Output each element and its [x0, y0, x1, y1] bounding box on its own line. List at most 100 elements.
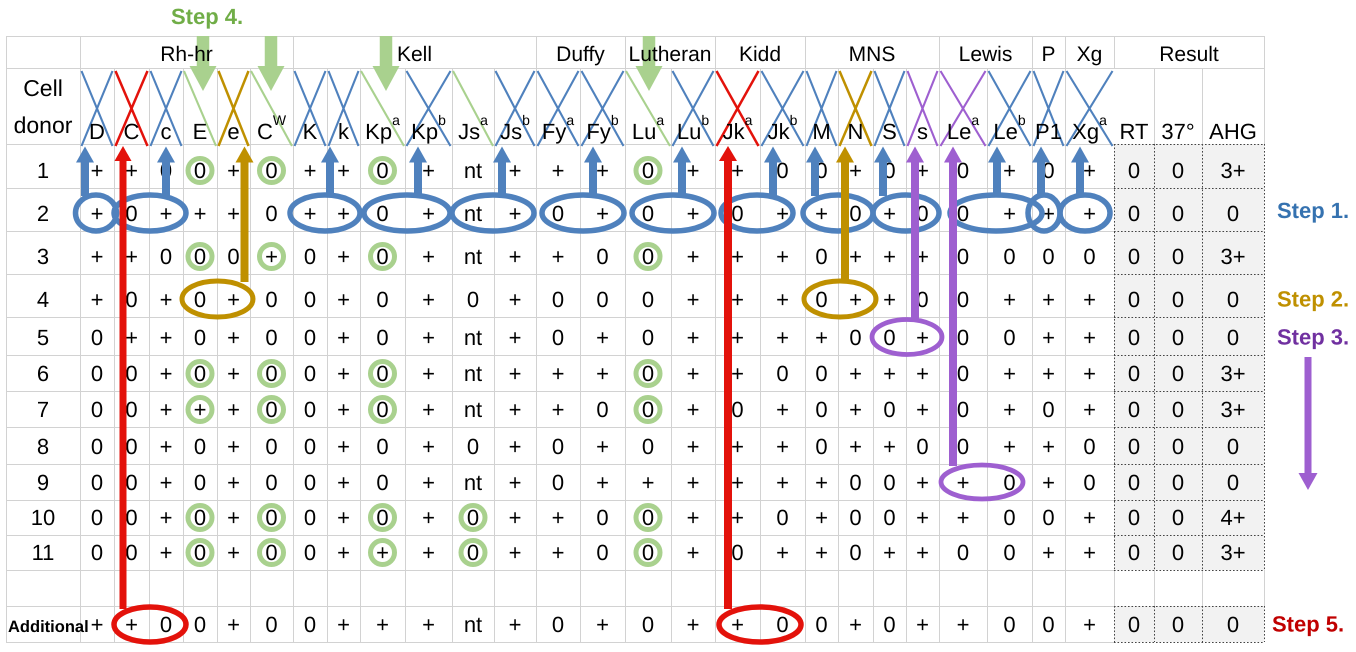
svg-text:3+: 3+ [1220, 397, 1245, 422]
svg-text:0: 0 [304, 397, 316, 422]
svg-text:C: C [124, 119, 140, 144]
svg-text:0: 0 [642, 505, 654, 530]
svg-text:0: 0 [815, 612, 827, 637]
svg-text:0: 0 [596, 244, 608, 269]
svg-text:0: 0 [91, 470, 103, 495]
svg-text:0: 0 [125, 287, 137, 312]
svg-text:+: + [509, 158, 522, 183]
svg-text:0: 0 [849, 201, 861, 226]
svg-text:+: + [731, 325, 744, 350]
svg-text:0: 0 [1128, 505, 1140, 530]
svg-text:0: 0 [125, 505, 137, 530]
svg-text:0: 0 [304, 361, 316, 386]
svg-text:+: + [916, 361, 929, 386]
svg-text:0: 0 [642, 434, 654, 459]
svg-text:+: + [227, 397, 240, 422]
svg-text:0: 0 [194, 325, 206, 350]
svg-text:0: 0 [194, 361, 206, 386]
svg-text:MNS: MNS [849, 43, 896, 66]
svg-text:0: 0 [304, 612, 316, 637]
svg-text:Additional: Additional [8, 618, 89, 636]
svg-text:0: 0 [1128, 244, 1140, 269]
svg-text:+: + [422, 201, 435, 226]
svg-text:nt: nt [464, 201, 482, 226]
svg-text:10: 10 [31, 505, 55, 530]
svg-text:nt: nt [464, 325, 482, 350]
svg-text:+: + [422, 361, 435, 386]
svg-text:0: 0 [227, 244, 239, 269]
svg-text:+: + [422, 612, 435, 637]
svg-text:0: 0 [265, 287, 277, 312]
svg-text:8: 8 [37, 434, 49, 459]
svg-text:+: + [776, 397, 789, 422]
svg-text:0: 0 [265, 158, 277, 183]
svg-text:0: 0 [1083, 434, 1095, 459]
svg-text:+: + [596, 434, 609, 459]
svg-text:+: + [815, 540, 828, 565]
svg-text:+: + [731, 361, 744, 386]
svg-text:0: 0 [1227, 612, 1239, 637]
svg-text:0: 0 [376, 158, 388, 183]
svg-text:+: + [916, 505, 929, 530]
svg-text:0: 0 [125, 434, 137, 459]
svg-text:+: + [91, 158, 104, 183]
svg-text:N: N [848, 119, 864, 144]
svg-text:0: 0 [596, 287, 608, 312]
svg-text:nt: nt [464, 361, 482, 386]
svg-text:Kidd: Kidd [739, 43, 781, 66]
svg-text:0: 0 [376, 505, 388, 530]
svg-text:0: 0 [883, 612, 895, 637]
svg-text:0: 0 [776, 361, 788, 386]
svg-text:+: + [227, 287, 240, 312]
svg-text:0: 0 [957, 287, 969, 312]
svg-text:0: 0 [125, 397, 137, 422]
svg-text:3+: 3+ [1220, 158, 1245, 183]
svg-text:+: + [731, 244, 744, 269]
svg-text:+: + [337, 505, 350, 530]
svg-text:0: 0 [642, 244, 654, 269]
svg-text:+: + [227, 612, 240, 637]
svg-text:nt: nt [464, 244, 482, 269]
svg-text:0: 0 [596, 540, 608, 565]
svg-text:0: 0 [916, 201, 928, 226]
svg-text:+: + [227, 361, 240, 386]
svg-text:0: 0 [194, 158, 206, 183]
svg-text:+: + [337, 397, 350, 422]
svg-text:0: 0 [376, 325, 388, 350]
svg-text:+: + [596, 361, 609, 386]
svg-text:P: P [1041, 43, 1055, 66]
svg-text:+: + [1083, 397, 1096, 422]
svg-text:0: 0 [1227, 470, 1239, 495]
svg-text:0: 0 [815, 434, 827, 459]
svg-text:0: 0 [883, 397, 895, 422]
svg-text:0: 0 [91, 361, 103, 386]
svg-text:0: 0 [815, 361, 827, 386]
svg-text:+: + [227, 540, 240, 565]
svg-text:+: + [1042, 540, 1055, 565]
svg-text:+: + [731, 287, 744, 312]
svg-text:+: + [125, 325, 138, 350]
svg-text:0: 0 [304, 325, 316, 350]
svg-text:0: 0 [1128, 287, 1140, 312]
svg-text:0: 0 [1003, 540, 1015, 565]
svg-text:0: 0 [1042, 158, 1054, 183]
svg-text:Step 3.: Step 3. [1277, 325, 1349, 350]
svg-text:0: 0 [1128, 540, 1140, 565]
svg-text:+: + [1042, 361, 1055, 386]
svg-text:S: S [882, 119, 897, 144]
svg-text:0: 0 [642, 325, 654, 350]
svg-text:Lewis: Lewis [959, 43, 1013, 66]
svg-text:+: + [125, 158, 138, 183]
svg-text:0: 0 [194, 505, 206, 530]
svg-text:+: + [227, 325, 240, 350]
svg-text:+: + [91, 244, 104, 269]
svg-text:0: 0 [815, 397, 827, 422]
svg-text:+: + [849, 434, 862, 459]
svg-text:0: 0 [1042, 397, 1054, 422]
svg-text:0: 0 [1128, 201, 1140, 226]
svg-text:+: + [194, 201, 207, 226]
svg-text:0: 0 [1172, 397, 1184, 422]
svg-text:0: 0 [125, 470, 137, 495]
svg-text:+: + [687, 470, 700, 495]
svg-text:+: + [731, 470, 744, 495]
